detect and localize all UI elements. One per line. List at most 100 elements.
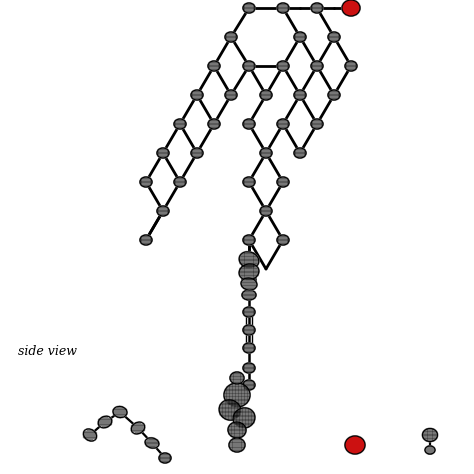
Ellipse shape xyxy=(243,3,255,13)
Ellipse shape xyxy=(276,2,290,14)
Ellipse shape xyxy=(208,119,220,129)
Ellipse shape xyxy=(243,380,255,390)
Ellipse shape xyxy=(328,90,340,100)
Ellipse shape xyxy=(239,252,259,268)
Ellipse shape xyxy=(421,428,438,443)
Ellipse shape xyxy=(294,32,306,42)
Ellipse shape xyxy=(243,235,255,245)
Ellipse shape xyxy=(230,372,244,384)
Ellipse shape xyxy=(218,399,242,421)
Ellipse shape xyxy=(277,61,289,71)
Ellipse shape xyxy=(157,206,169,216)
Ellipse shape xyxy=(424,445,436,455)
Ellipse shape xyxy=(224,31,238,43)
Ellipse shape xyxy=(276,176,290,188)
Ellipse shape xyxy=(342,0,360,16)
Ellipse shape xyxy=(345,61,357,71)
Ellipse shape xyxy=(241,254,257,266)
Ellipse shape xyxy=(243,307,255,317)
Ellipse shape xyxy=(311,3,323,13)
Ellipse shape xyxy=(328,32,340,42)
Ellipse shape xyxy=(173,118,187,130)
Ellipse shape xyxy=(228,437,246,453)
Ellipse shape xyxy=(259,89,273,101)
Ellipse shape xyxy=(242,306,256,318)
Ellipse shape xyxy=(260,90,272,100)
Ellipse shape xyxy=(293,31,307,43)
Ellipse shape xyxy=(242,2,256,14)
Ellipse shape xyxy=(327,89,341,101)
Ellipse shape xyxy=(327,31,341,43)
Ellipse shape xyxy=(311,119,323,129)
Ellipse shape xyxy=(238,251,260,269)
Ellipse shape xyxy=(228,422,246,438)
Ellipse shape xyxy=(113,406,127,418)
Ellipse shape xyxy=(311,61,323,71)
Ellipse shape xyxy=(277,177,289,187)
Ellipse shape xyxy=(156,205,170,217)
Ellipse shape xyxy=(227,421,247,439)
Ellipse shape xyxy=(139,176,153,188)
Ellipse shape xyxy=(225,90,237,100)
Ellipse shape xyxy=(242,324,256,336)
Ellipse shape xyxy=(276,60,290,72)
Ellipse shape xyxy=(345,436,365,454)
Ellipse shape xyxy=(139,234,153,246)
Ellipse shape xyxy=(242,176,256,188)
Ellipse shape xyxy=(341,0,361,17)
Ellipse shape xyxy=(242,275,256,285)
Ellipse shape xyxy=(242,118,256,130)
Ellipse shape xyxy=(83,429,97,441)
Ellipse shape xyxy=(208,61,220,71)
Ellipse shape xyxy=(344,435,366,455)
Ellipse shape xyxy=(241,274,257,286)
Ellipse shape xyxy=(144,437,160,449)
Ellipse shape xyxy=(276,234,290,246)
Ellipse shape xyxy=(310,2,324,14)
Ellipse shape xyxy=(243,177,255,187)
Ellipse shape xyxy=(242,255,256,265)
Ellipse shape xyxy=(260,148,272,158)
Ellipse shape xyxy=(191,90,203,100)
Ellipse shape xyxy=(190,147,204,159)
Ellipse shape xyxy=(239,264,259,280)
Ellipse shape xyxy=(293,147,307,159)
Ellipse shape xyxy=(98,416,112,428)
Ellipse shape xyxy=(422,428,438,441)
Text: side view: side view xyxy=(18,345,77,358)
Ellipse shape xyxy=(207,60,221,72)
Ellipse shape xyxy=(242,379,256,391)
Ellipse shape xyxy=(207,118,221,130)
Ellipse shape xyxy=(241,278,257,290)
Ellipse shape xyxy=(242,234,256,246)
Ellipse shape xyxy=(229,438,245,452)
Ellipse shape xyxy=(242,362,256,374)
Ellipse shape xyxy=(243,119,255,129)
Ellipse shape xyxy=(241,289,257,301)
Ellipse shape xyxy=(243,61,255,71)
Ellipse shape xyxy=(219,400,241,420)
Ellipse shape xyxy=(224,383,250,407)
Ellipse shape xyxy=(174,177,186,187)
Ellipse shape xyxy=(242,342,256,354)
Ellipse shape xyxy=(173,176,187,188)
Ellipse shape xyxy=(159,453,171,463)
Ellipse shape xyxy=(112,405,128,419)
Ellipse shape xyxy=(243,363,255,373)
Ellipse shape xyxy=(277,235,289,245)
Ellipse shape xyxy=(229,371,245,385)
Ellipse shape xyxy=(243,325,255,335)
Ellipse shape xyxy=(259,147,273,159)
Ellipse shape xyxy=(145,438,159,448)
Ellipse shape xyxy=(232,407,256,429)
Ellipse shape xyxy=(310,60,324,72)
Ellipse shape xyxy=(131,422,145,434)
Ellipse shape xyxy=(243,343,255,353)
Ellipse shape xyxy=(82,428,98,442)
Ellipse shape xyxy=(223,382,251,408)
Ellipse shape xyxy=(156,147,170,159)
Ellipse shape xyxy=(233,408,255,428)
Ellipse shape xyxy=(157,148,169,158)
Ellipse shape xyxy=(140,235,152,245)
Ellipse shape xyxy=(242,60,256,72)
